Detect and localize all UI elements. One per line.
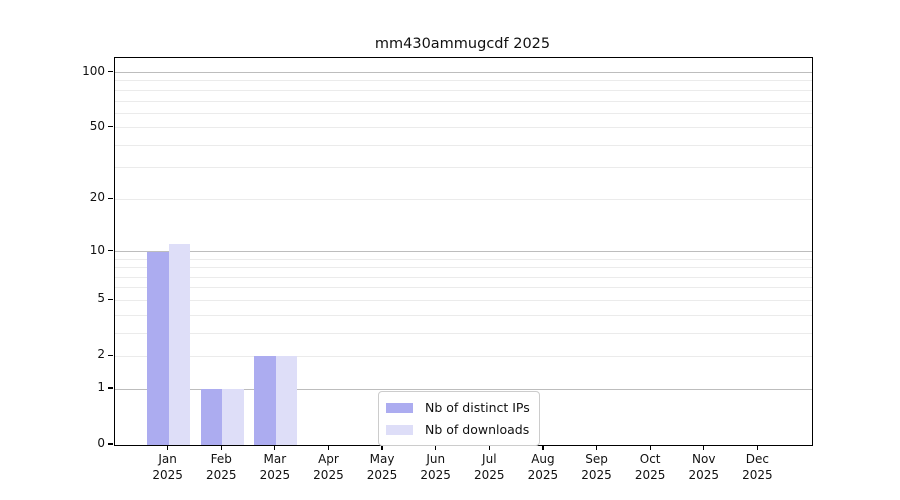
month-label: Jun bbox=[426, 452, 446, 466]
bar-jan-ips bbox=[147, 251, 169, 445]
x-tick-label: Sep 2025 bbox=[562, 451, 632, 483]
chart-title: mm430ammugcdf 2025 bbox=[374, 36, 551, 52]
year-label: 2025 bbox=[313, 468, 344, 482]
bar-feb-ips bbox=[200, 389, 223, 445]
x-tick bbox=[274, 445, 276, 450]
y-tick-label: 10 bbox=[89, 242, 105, 257]
month-label: Feb bbox=[210, 452, 232, 466]
x-tick bbox=[542, 445, 544, 450]
year-label: 2025 bbox=[688, 468, 720, 482]
x-tick bbox=[703, 445, 705, 450]
minor-gridline bbox=[115, 112, 812, 114]
plot-area: Nb of distinct IPs Nb of downloads bbox=[114, 57, 813, 446]
x-tick-label: May 2025 bbox=[347, 451, 417, 483]
bar-jan-downloads bbox=[168, 244, 191, 445]
legend-swatch-distinct-ips bbox=[386, 402, 413, 413]
minor-gridline bbox=[115, 127, 812, 129]
major-gridline bbox=[115, 251, 812, 252]
month-label: Sep bbox=[585, 452, 608, 466]
legend-item-distinct-ips: Nb of distinct IPs bbox=[386, 398, 530, 417]
year-label: 2025 bbox=[634, 468, 666, 482]
y-tick bbox=[108, 197, 113, 199]
y-tick bbox=[108, 387, 113, 389]
minor-gridline bbox=[115, 89, 812, 91]
month-label: Mar bbox=[263, 452, 287, 466]
month-label: Dec bbox=[745, 452, 769, 466]
x-tick bbox=[220, 445, 222, 450]
x-tick-label: Apr 2025 bbox=[293, 451, 363, 483]
year-label: 2025 bbox=[474, 468, 505, 482]
minor-gridline bbox=[115, 144, 812, 146]
major-gridline bbox=[115, 72, 812, 74]
month-label: May bbox=[369, 452, 395, 466]
year-label: 2025 bbox=[420, 468, 451, 482]
month-label: Oct bbox=[639, 452, 661, 466]
x-tick-label: Aug 2025 bbox=[508, 451, 578, 483]
minor-gridline bbox=[115, 80, 812, 82]
x-tick bbox=[381, 445, 383, 450]
minor-gridline bbox=[115, 314, 812, 316]
y-tick-label: 1 bbox=[97, 380, 105, 395]
year-label: 2025 bbox=[152, 468, 183, 482]
y-tick bbox=[108, 443, 113, 445]
y-tick-label: 100 bbox=[82, 63, 105, 78]
minor-gridline bbox=[115, 267, 812, 269]
x-tick-label: Mar 2025 bbox=[240, 451, 310, 483]
x-tick bbox=[488, 445, 490, 450]
minor-gridline bbox=[115, 276, 812, 278]
legend-item-downloads: Nb of downloads bbox=[386, 420, 530, 439]
y-tick-label: 20 bbox=[89, 190, 105, 205]
bar-mar-ips bbox=[254, 356, 276, 445]
month-label: Jul bbox=[482, 452, 497, 466]
year-label: 2025 bbox=[581, 468, 612, 482]
legend-swatch-downloads bbox=[386, 424, 413, 435]
legend: Nb of distinct IPs Nb of downloads bbox=[378, 391, 540, 446]
month-label: Aug bbox=[531, 452, 555, 466]
x-tick bbox=[595, 445, 598, 450]
x-tick-label: Nov 2025 bbox=[669, 451, 739, 483]
y-tick bbox=[108, 126, 113, 128]
year-label: 2025 bbox=[205, 468, 237, 482]
x-tick-label: Feb 2025 bbox=[186, 451, 256, 483]
y-tick-label: 5 bbox=[97, 291, 105, 306]
year-label: 2025 bbox=[527, 468, 559, 482]
x-tick-label: Oct 2025 bbox=[615, 451, 685, 483]
y-tick bbox=[108, 354, 113, 356]
minor-gridline bbox=[115, 167, 812, 169]
minor-gridline bbox=[115, 258, 812, 260]
minor-gridline bbox=[115, 299, 812, 301]
x-tick bbox=[649, 445, 651, 450]
x-tick bbox=[327, 445, 330, 450]
y-tick bbox=[108, 70, 113, 73]
x-tick bbox=[435, 445, 437, 450]
y-tick-label: 0 bbox=[97, 436, 105, 450]
x-tick-label: Jul 2025 bbox=[454, 451, 524, 483]
x-tick-label: Jan 2025 bbox=[133, 451, 203, 483]
month-label: Nov bbox=[692, 452, 716, 466]
minor-gridline bbox=[115, 198, 812, 200]
minor-gridline bbox=[115, 100, 812, 102]
minor-gridline bbox=[115, 355, 812, 357]
year-label: 2025 bbox=[259, 468, 291, 482]
y-tick bbox=[108, 298, 113, 300]
year-label: 2025 bbox=[742, 468, 773, 482]
month-label: Jan bbox=[158, 452, 177, 466]
y-tick-label: 50 bbox=[89, 118, 105, 133]
year-label: 2025 bbox=[366, 468, 398, 482]
x-tick bbox=[167, 445, 169, 450]
legend-label-downloads: Nb of downloads bbox=[425, 422, 530, 437]
x-tick-label: Dec 2025 bbox=[722, 451, 792, 483]
major-gridline bbox=[115, 388, 812, 390]
x-tick bbox=[756, 445, 758, 450]
bar-mar-downloads bbox=[275, 356, 298, 445]
x-tick-label: Jun 2025 bbox=[401, 451, 471, 483]
bar-feb-downloads bbox=[222, 389, 244, 445]
month-label: Apr bbox=[318, 452, 339, 466]
y-tick bbox=[108, 249, 113, 252]
minor-gridline bbox=[115, 332, 812, 334]
y-tick-label: 2 bbox=[97, 347, 105, 362]
legend-label-distinct-ips: Nb of distinct IPs bbox=[425, 400, 530, 415]
minor-gridline bbox=[115, 287, 812, 289]
